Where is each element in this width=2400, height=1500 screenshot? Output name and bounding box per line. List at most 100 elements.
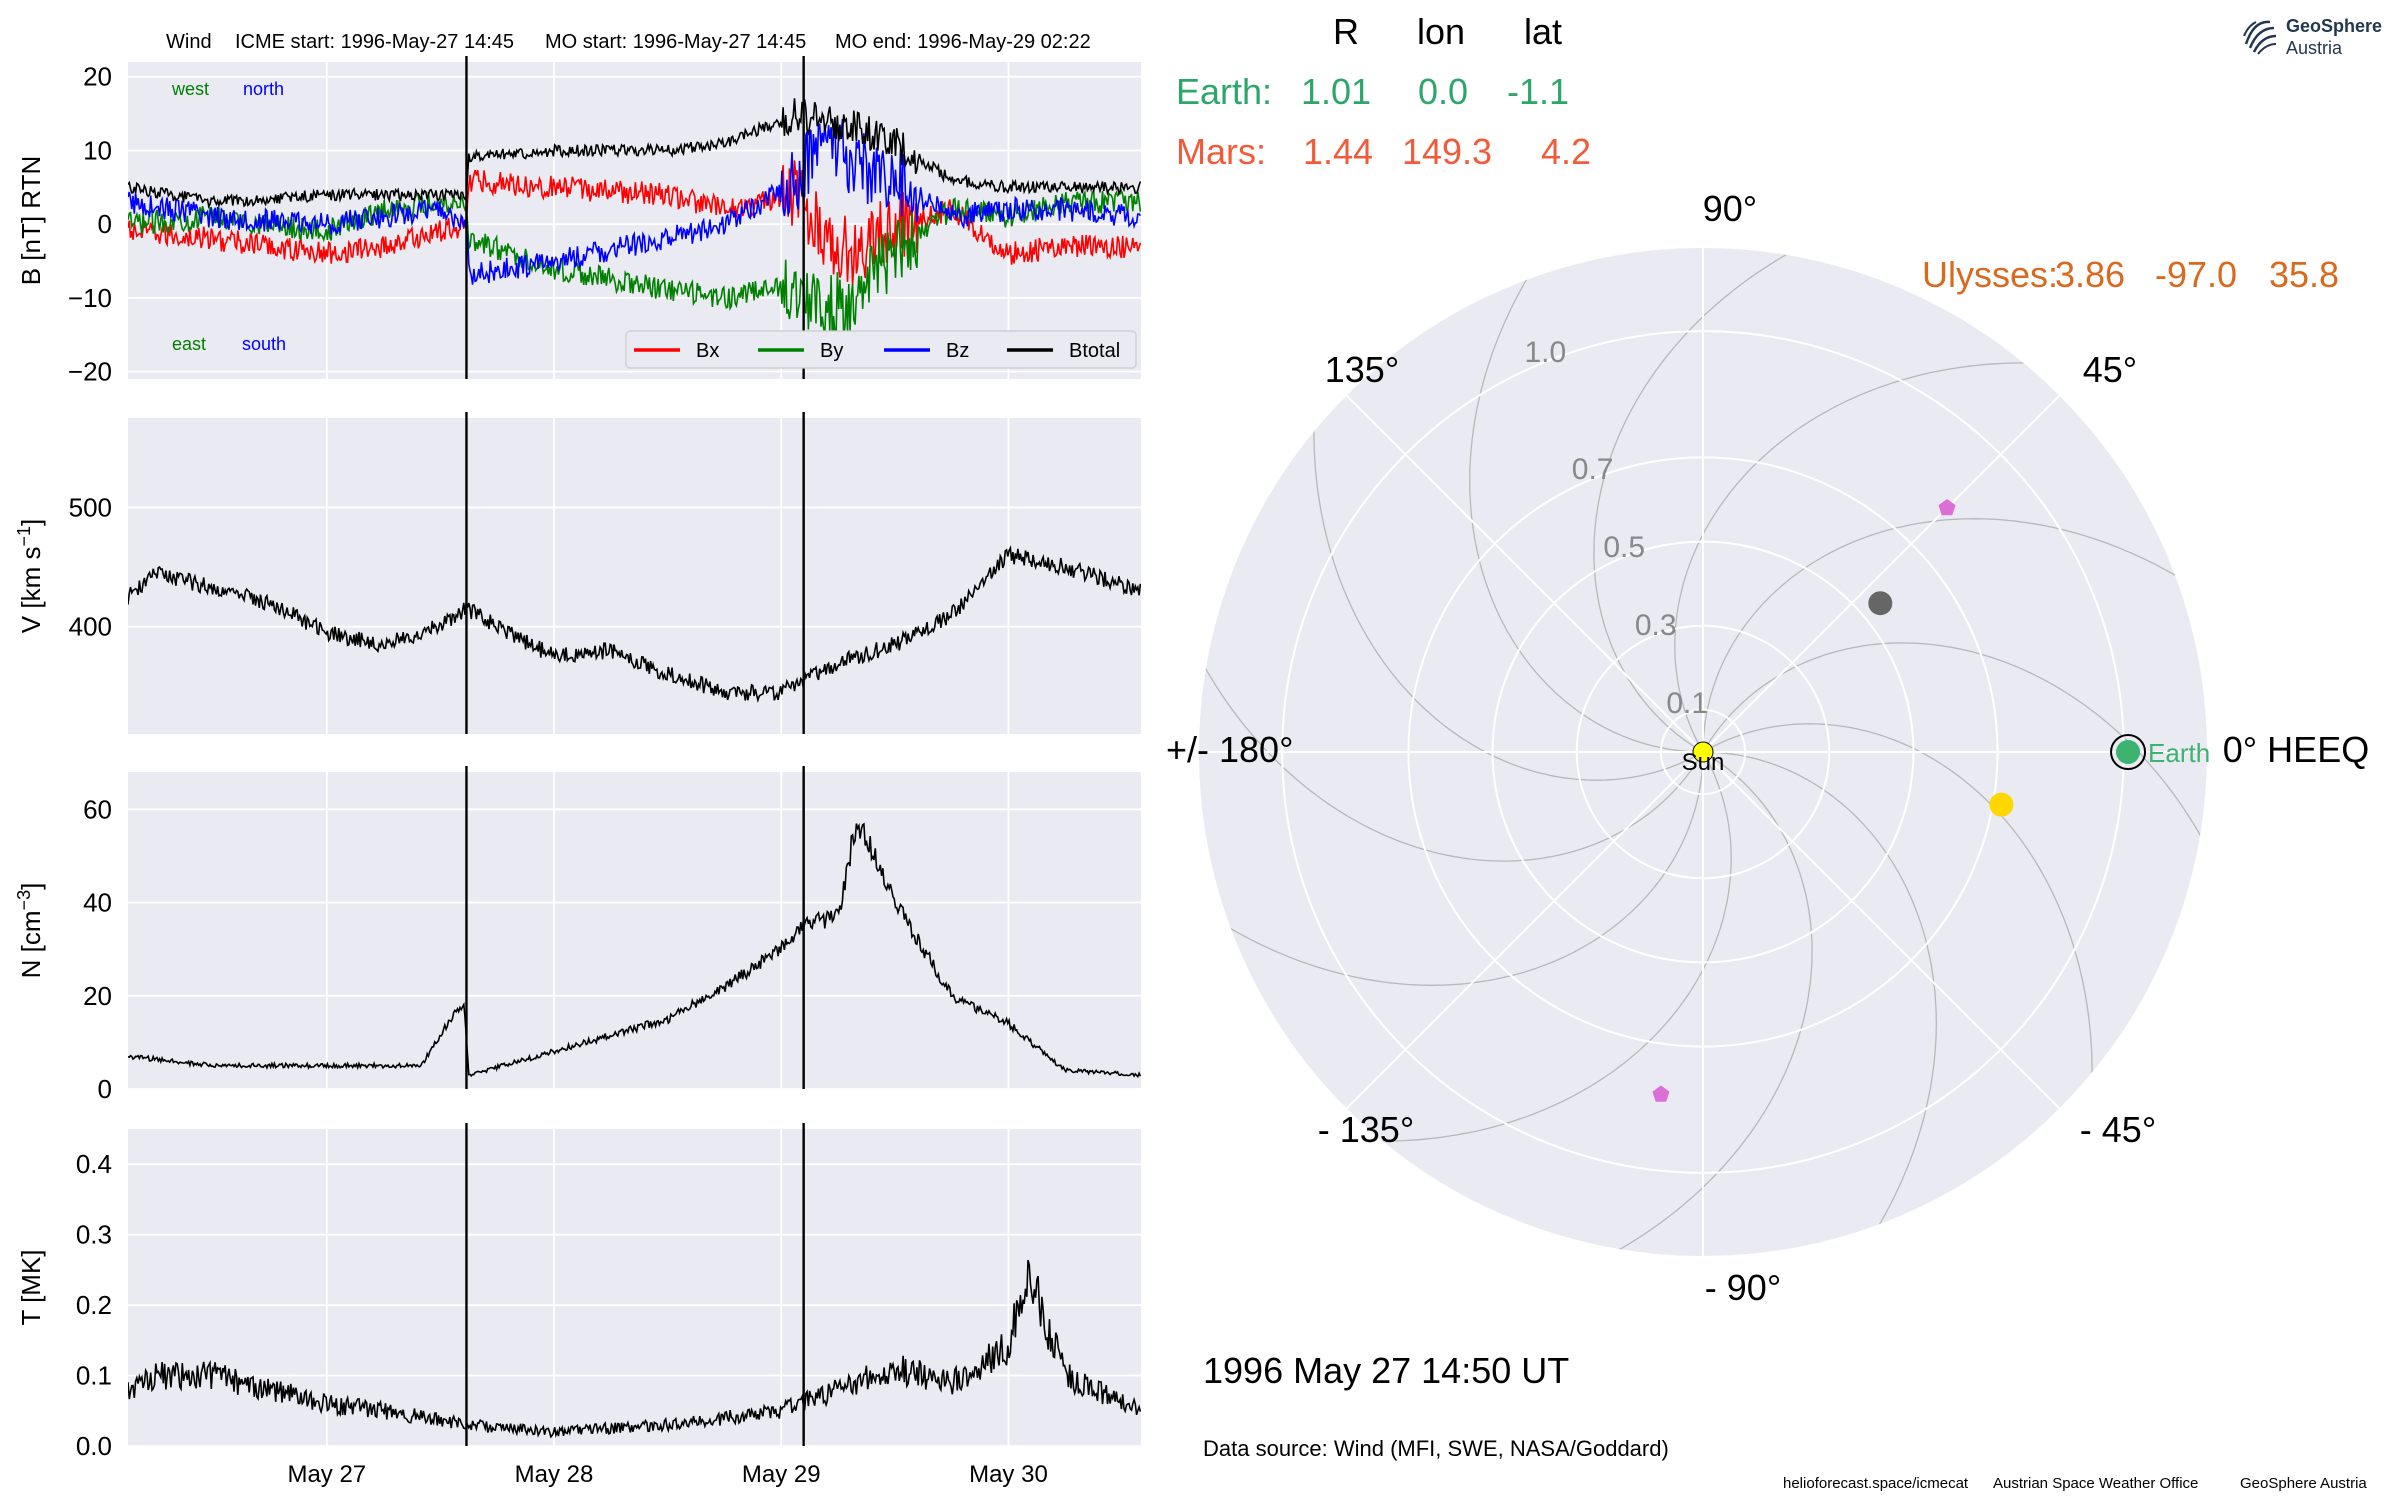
ulysses-r: 3.86	[2055, 254, 2125, 295]
mars-lon: 149.3	[1402, 131, 1492, 172]
angle-label-m90: - 90°	[1705, 1267, 1781, 1308]
mars-label: Mars:	[1176, 131, 1266, 172]
series-line-n	[128, 822, 1141, 1079]
earth-lat: -1.1	[1507, 71, 1569, 112]
angle-label-0: 0° HEEQ	[2223, 729, 2369, 770]
y-tick-label: 10	[83, 135, 112, 165]
data-source: Data source: Wind (MFI, SWE, NASA/Goddar…	[1203, 1436, 1669, 1461]
earth-lon: 0.0	[1418, 71, 1468, 112]
panel-temperature: 0.0 0.1 0.2 0.3 0.4 T [MK] May 27 May 28 May 29 M…	[16, 1123, 1141, 1488]
spiral-line	[1313, 389, 1704, 781]
annotation-west: west	[171, 79, 209, 99]
geosphere-logo-icon	[2243, 20, 2277, 55]
annotation-south: south	[242, 334, 286, 354]
polar-position-plot: 0.1 0.3 0.5 0.7 1.0 0° HEEQ 45° 90° 135° +/- 180°…	[1166, 188, 2369, 1308]
spiral-line	[1593, 247, 1824, 753]
y-tick-label: 400	[69, 612, 112, 642]
logo-line2: Austria	[2286, 38, 2343, 58]
spiral-line	[1674, 362, 2066, 753]
x-tick-label: May 27	[287, 1461, 366, 1488]
angular-gridline	[1345, 394, 1704, 753]
spiral-line	[1469, 247, 1703, 753]
radial-tick-label: 0.1	[1666, 687, 1708, 720]
header-mo-start: MO start: 1996-May-27 14:45	[545, 31, 806, 53]
y-axis-label: N [cm−3]	[14, 883, 46, 979]
y-tick-label: 20	[83, 981, 112, 1011]
sun-marker	[1692, 741, 1714, 763]
y-tick-label: 20	[83, 62, 112, 92]
radial-tick-label: 1.0	[1524, 336, 1566, 369]
angle-label-135: 135°	[1325, 349, 1399, 390]
earth-marker	[2116, 740, 2141, 764]
spiral-line	[1702, 642, 2208, 873]
earth-r: 1.01	[1301, 71, 1371, 112]
y-axis-label: V [km s−1]	[14, 519, 46, 633]
y-tick-label: 0.1	[76, 1361, 112, 1391]
y-axis-label: B [nT] RTN	[16, 156, 46, 286]
legend: Bx By Bz Btotal	[625, 330, 1137, 369]
earth-label: Earth	[2148, 738, 2210, 768]
series-line-t	[128, 1259, 1141, 1439]
angle-label-180: +/- 180°	[1166, 729, 1293, 770]
col-lon-header: lon	[1417, 11, 1465, 52]
angle-label-90: 90°	[1703, 188, 1757, 229]
footer-office: Austrian Space Weather Office	[1993, 1475, 2199, 1492]
mars-r: 1.44	[1303, 131, 1373, 172]
angular-gridline	[1702, 751, 2061, 1110]
spiral-line	[1582, 751, 1813, 1257]
radial-tick-label: 0.7	[1572, 453, 1614, 486]
body-ulysses-marker	[1652, 1085, 1670, 1102]
x-tick-label: May 30	[969, 1461, 1048, 1488]
time-series-panels: −20 −10 0 10 20 B [nT] RTN west north east south B…	[14, 56, 1141, 1488]
y-tick-label: 0.4	[76, 1149, 112, 1179]
col-lat-header: lat	[1524, 11, 1562, 52]
legend-label-by: By	[820, 340, 843, 362]
spiral-line	[1340, 751, 1732, 1142]
logo-line1: GeoSphere	[2286, 16, 2383, 36]
ulysses-label: Ulysses:	[1922, 254, 2058, 295]
body-ulysses-marker	[1938, 499, 1956, 516]
panel-background	[128, 772, 1141, 1089]
radial-tick-label: 0.5	[1603, 531, 1645, 564]
x-tick-label: May 28	[515, 1461, 594, 1488]
earth-label: Earth:	[1176, 71, 1272, 112]
spiral-line	[1198, 752, 1704, 986]
header-icme-start: ICME start: 1996-May-27 14:45	[235, 31, 514, 53]
y-tick-label: 60	[83, 794, 112, 824]
series-line-btotal	[128, 98, 1141, 210]
legend-label-bx: Bx	[696, 340, 719, 362]
header-spacecraft: Wind	[166, 31, 212, 53]
angle-label-45: 45°	[2083, 349, 2137, 390]
legend-label-bz: Bz	[946, 340, 969, 362]
position-table: R lon lat Earth: 1.01 0.0 -1.1 Mars: 1.4…	[1176, 11, 2339, 295]
ulysses-lat: 35.8	[2269, 254, 2339, 295]
y-tick-label: 0	[98, 1074, 112, 1104]
header-mo-end: MO end: 1996-May-29 02:22	[835, 31, 1091, 53]
body-mercury-marker	[1868, 591, 1893, 616]
body-venus-marker	[1989, 792, 2014, 817]
panel-background	[128, 418, 1141, 734]
angle-label-m45: - 45°	[2080, 1109, 2156, 1150]
panel-magnetic_field: −20 −10 0 10 20 B [nT] RTN west north east south B…	[16, 56, 1141, 387]
spiral-line	[1702, 518, 2208, 752]
footer-site: helioforecast.space/icmecat	[1783, 1475, 1969, 1492]
sun-label: Sun	[1682, 749, 1725, 776]
mars-lat: 4.2	[1541, 131, 1591, 172]
earth-ring	[2110, 734, 2147, 770]
parker-spirals	[1198, 247, 2208, 1257]
footer-org: GeoSphere Austria	[2240, 1475, 2367, 1492]
panel-speed: 400 500 V [km s−1]	[14, 412, 1141, 734]
panel-density: 0 20 40 60 N [cm−3]	[14, 766, 1141, 1104]
spiral-line	[1198, 631, 1704, 862]
spiral-line	[1703, 751, 1937, 1257]
plot-timestamp: 1996 May 27 14:50 UT	[1203, 1350, 1569, 1391]
y-tick-label: 0.0	[76, 1431, 112, 1461]
panel-background	[128, 1129, 1141, 1446]
series-line-bz	[128, 118, 1141, 285]
y-tick-label: 40	[83, 888, 112, 918]
x-tick-label: May 29	[742, 1461, 821, 1488]
y-tick-label: 0.2	[76, 1290, 112, 1320]
geosphere-logo: GeoSphere Austria	[2238, 12, 2388, 62]
y-tick-label: 500	[69, 492, 112, 522]
